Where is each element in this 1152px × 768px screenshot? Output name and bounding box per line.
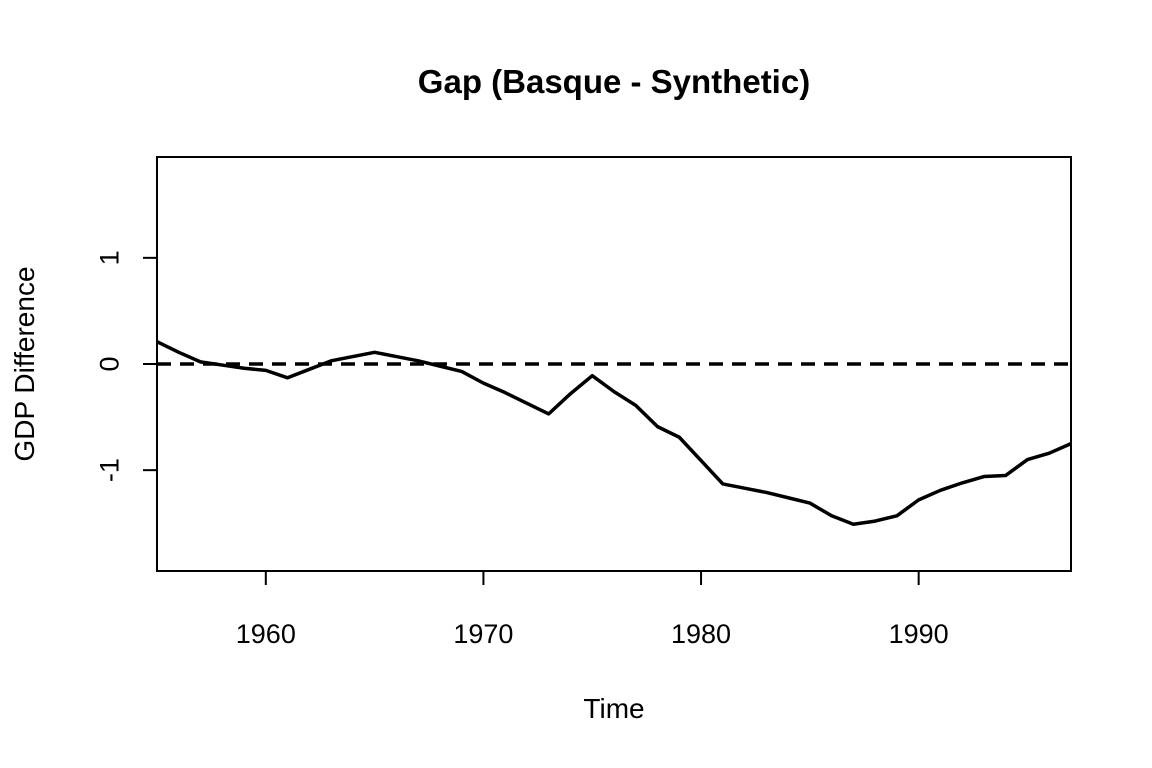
y-tick-label-1: 1 [94, 250, 124, 265]
x-tick-label-1980: 1980 [671, 619, 731, 649]
x-tick-label-1960: 1960 [236, 619, 296, 649]
x-axis: 1960 1970 1980 1990 [236, 571, 949, 649]
y-tick-label-0: 0 [94, 356, 124, 371]
y-axis: -1 0 1 [94, 250, 157, 482]
x-axis-label: Time [583, 693, 644, 724]
y-axis-label: GDP Difference [9, 266, 40, 461]
chart-title: Gap (Basque - Synthetic) [418, 63, 810, 100]
plot-frame [156, 156, 1072, 572]
x-tick-label-1970: 1970 [453, 619, 513, 649]
x-tick-label-1990: 1990 [889, 619, 949, 649]
series-line-gap [156, 340, 1072, 527]
y-tick-label--1: -1 [94, 458, 124, 482]
